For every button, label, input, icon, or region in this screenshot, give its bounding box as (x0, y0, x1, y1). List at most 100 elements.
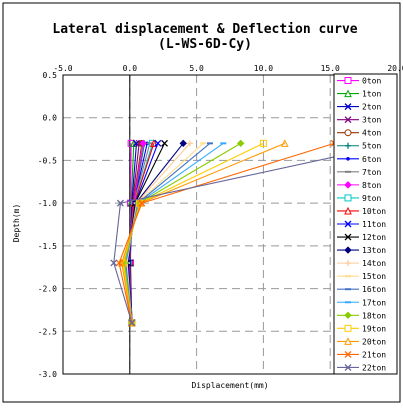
legend-label: 15ton (362, 272, 386, 281)
legend-label: 20ton (362, 337, 386, 346)
x-tick-label: 5.0 (189, 64, 204, 73)
legend-item: 10ton (337, 206, 386, 216)
series-line (113, 142, 397, 323)
x-tick-label: -5.0 (53, 64, 72, 73)
legend-item: 17ton (337, 298, 386, 307)
data-point (154, 139, 162, 147)
series-line (121, 142, 285, 323)
legend-label: 3ton (362, 116, 381, 125)
y-tick-label: 0.5 (43, 71, 58, 80)
legend-label: 13ton (362, 246, 386, 255)
data-point (179, 139, 187, 148)
legend-swatch-marker (344, 337, 352, 345)
legend-item: 9ton (337, 194, 381, 203)
legend-swatch-marker (344, 129, 352, 137)
legend-label: 11ton (362, 220, 386, 229)
legend-item: 12ton (337, 233, 386, 242)
legend-item: 8ton (337, 181, 381, 190)
legend-swatch-marker (344, 246, 352, 254)
legend-item: 4ton (337, 129, 381, 138)
chart-subtitle: (L-WS-6D-Cy) (158, 37, 252, 52)
data-point (161, 139, 168, 147)
legend-swatch-marker (344, 194, 352, 202)
legend-item: 0ton (337, 77, 381, 86)
data-point (139, 139, 147, 148)
legend-swatch-marker (344, 324, 352, 332)
legend-label: 18ton (362, 311, 386, 320)
legend-item: 1ton (337, 89, 381, 99)
y-tick-label: -2.5 (38, 327, 57, 336)
legend-label: 1ton (362, 90, 381, 99)
legend-item: 19ton (337, 324, 386, 333)
y-tick-label: -0.5 (38, 156, 57, 165)
data-point (280, 139, 289, 147)
legend-swatch-marker (344, 181, 352, 189)
legend-label: 9ton (362, 194, 381, 203)
legend-label: 16ton (362, 285, 386, 294)
legend-label: 10ton (362, 207, 386, 216)
data-point (127, 318, 136, 327)
data-point (186, 140, 193, 147)
legend-swatch-marker (344, 311, 352, 320)
legend-item: 20ton (337, 337, 386, 346)
legend-label: 8ton (362, 181, 381, 190)
y-tick-label: 0.0 (43, 114, 58, 123)
legend-swatch-marker (344, 350, 352, 358)
legend: 0ton 1ton 2ton 3ton 4ton 5ton 6ton 7ton 8ton 9ton… (333, 73, 398, 375)
legend-label: 22ton (362, 363, 386, 372)
legend-label: 7ton (362, 168, 381, 177)
series-line (118, 142, 335, 323)
legend-item: 21ton (337, 350, 386, 359)
legend-label: 5ton (362, 142, 381, 151)
legend-swatch-marker (344, 77, 352, 85)
legend-item: 16ton (337, 285, 386, 294)
legend-label: 17ton (362, 298, 386, 307)
series-22ton (110, 139, 397, 327)
legend-label: 4ton (362, 129, 381, 138)
x-tick-label: 10.0 (254, 64, 273, 73)
legend-item: 22ton (337, 363, 386, 372)
legend-swatch-marker (344, 89, 352, 98)
legend-item: 18ton (337, 311, 386, 320)
chart-title: Lateral displacement & Deflection curve (52, 22, 357, 37)
legend-label: 0ton (362, 77, 381, 86)
legend-item: 7ton (337, 168, 381, 177)
data-point (150, 139, 158, 147)
legend-swatch-marker (346, 156, 350, 161)
legend-item: 6ton (337, 155, 381, 164)
data-point (138, 199, 146, 207)
legend-swatch-marker (344, 206, 352, 215)
legend-label: 21ton (362, 350, 386, 359)
legend-label: 2ton (362, 103, 381, 112)
data-point (116, 199, 124, 207)
legend-swatch-marker (345, 142, 351, 149)
legend-item: 11ton (337, 220, 386, 229)
legend-swatch-marker (344, 116, 352, 124)
x-tick-label: 20.0 (387, 64, 403, 73)
legend-item: 13ton (337, 246, 386, 255)
legend-item: 3ton (337, 116, 381, 125)
data-point (110, 259, 118, 267)
y-tick-label: -3.0 (38, 370, 57, 379)
legend-swatch-marker (344, 220, 352, 228)
legend-swatch-marker (345, 260, 351, 267)
legend-label: 12ton (362, 233, 386, 242)
data-point (128, 319, 136, 327)
y-tick-label: -1.0 (38, 199, 57, 208)
data-point (259, 139, 267, 147)
legend-item: 5ton (337, 142, 381, 151)
legend-label: 14ton (362, 259, 386, 268)
legend-item: 2ton (337, 103, 381, 112)
y-axis-label: Depth(m) (12, 204, 21, 243)
legend-item: 14ton (337, 259, 386, 268)
data-point (115, 259, 123, 267)
y-tick-label: -1.5 (38, 242, 57, 251)
legend-label: 19ton (362, 324, 386, 333)
x-tick-label: 15.0 (321, 64, 340, 73)
legend-item: 15ton (337, 272, 386, 281)
legend-swatch-marker (344, 364, 352, 371)
legend-swatch-marker (344, 103, 352, 111)
legend-label: 6ton (362, 155, 381, 164)
